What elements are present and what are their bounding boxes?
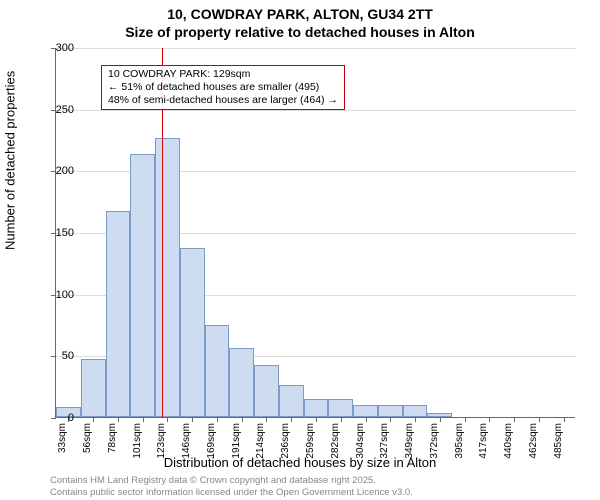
xtick-label: 417sqm (478, 423, 489, 459)
histogram-bar (304, 399, 329, 418)
ytick-label: 300 (44, 42, 74, 54)
callout-box: 10 COWDRAY PARK: 129sqm← 51% of detached… (101, 65, 345, 110)
xtick-mark (167, 417, 168, 422)
histogram-bar (205, 325, 230, 418)
xtick-mark (440, 417, 441, 422)
xtick-mark (415, 417, 416, 422)
ytick-label: 100 (44, 289, 74, 301)
callout-line-1: 10 COWDRAY PARK: 129sqm (108, 68, 338, 81)
histogram-bar (81, 359, 106, 417)
histogram-bar (229, 348, 254, 417)
histogram-bar (254, 365, 279, 417)
title-line-2: Size of property relative to detached ho… (0, 24, 600, 40)
plot-area: 33sqm56sqm78sqm101sqm123sqm146sqm169sqm1… (55, 48, 575, 418)
ytick-label: 0 (44, 412, 74, 424)
xtick-label: 462sqm (528, 423, 539, 459)
xtick-label: 78sqm (107, 423, 118, 453)
histogram-bar (279, 385, 304, 417)
y-axis-label: Number of detached properties (3, 71, 18, 250)
xtick-mark (489, 417, 490, 422)
histogram-bar (155, 138, 180, 417)
xtick-label: 440sqm (503, 423, 514, 459)
xtick-label: 236sqm (280, 423, 291, 459)
ytick-label: 150 (44, 227, 74, 239)
attribution-line-2: Contains public sector information licen… (50, 487, 413, 498)
xtick-mark (341, 417, 342, 422)
histogram-bar (403, 405, 428, 417)
histogram-bar (106, 211, 131, 417)
xtick-label: 191sqm (231, 423, 242, 459)
xtick-label: 33sqm (57, 423, 68, 453)
xtick-mark (539, 417, 540, 422)
xtick-label: 56sqm (82, 423, 93, 453)
xtick-label: 214sqm (255, 423, 266, 459)
xtick-label: 146sqm (181, 423, 192, 459)
xtick-label: 101sqm (132, 423, 143, 459)
callout-line-3: 48% of semi-detached houses are larger (… (108, 94, 338, 107)
ytick-label: 200 (44, 165, 74, 177)
xtick-mark (564, 417, 565, 422)
histogram-bar (180, 248, 205, 417)
xtick-mark (291, 417, 292, 422)
histogram-bar (130, 154, 155, 417)
xtick-label: 395sqm (454, 423, 465, 459)
xtick-mark (242, 417, 243, 422)
ytick-label: 50 (44, 350, 74, 362)
attribution-line-1: Contains HM Land Registry data © Crown c… (50, 475, 376, 486)
histogram-bar (378, 405, 403, 417)
ytick-label: 250 (44, 104, 74, 116)
xtick-label: 282sqm (330, 423, 341, 459)
xtick-mark (514, 417, 515, 422)
histogram-bar (328, 399, 353, 418)
xtick-label: 349sqm (404, 423, 415, 459)
xtick-mark (316, 417, 317, 422)
xtick-mark (465, 417, 466, 422)
xtick-label: 304sqm (355, 423, 366, 459)
chart-container: 10, COWDRAY PARK, ALTON, GU34 2TT Size o… (0, 0, 600, 500)
xtick-mark (390, 417, 391, 422)
xtick-mark (143, 417, 144, 422)
xtick-label: 123sqm (156, 423, 167, 459)
xtick-mark (217, 417, 218, 422)
xtick-mark (93, 417, 94, 422)
callout-line-2: ← 51% of detached houses are smaller (49… (108, 81, 338, 94)
x-axis-label: Distribution of detached houses by size … (0, 455, 600, 470)
xtick-mark (266, 417, 267, 422)
xtick-label: 259sqm (305, 423, 316, 459)
xtick-label: 327sqm (379, 423, 390, 459)
histogram-bar (353, 405, 378, 417)
xtick-mark (192, 417, 193, 422)
xtick-label: 169sqm (206, 423, 217, 459)
title-line-1: 10, COWDRAY PARK, ALTON, GU34 2TT (0, 6, 600, 22)
xtick-label: 485sqm (553, 423, 564, 459)
xtick-label: 372sqm (429, 423, 440, 459)
gridline (56, 48, 576, 49)
xtick-mark (366, 417, 367, 422)
xtick-mark (118, 417, 119, 422)
